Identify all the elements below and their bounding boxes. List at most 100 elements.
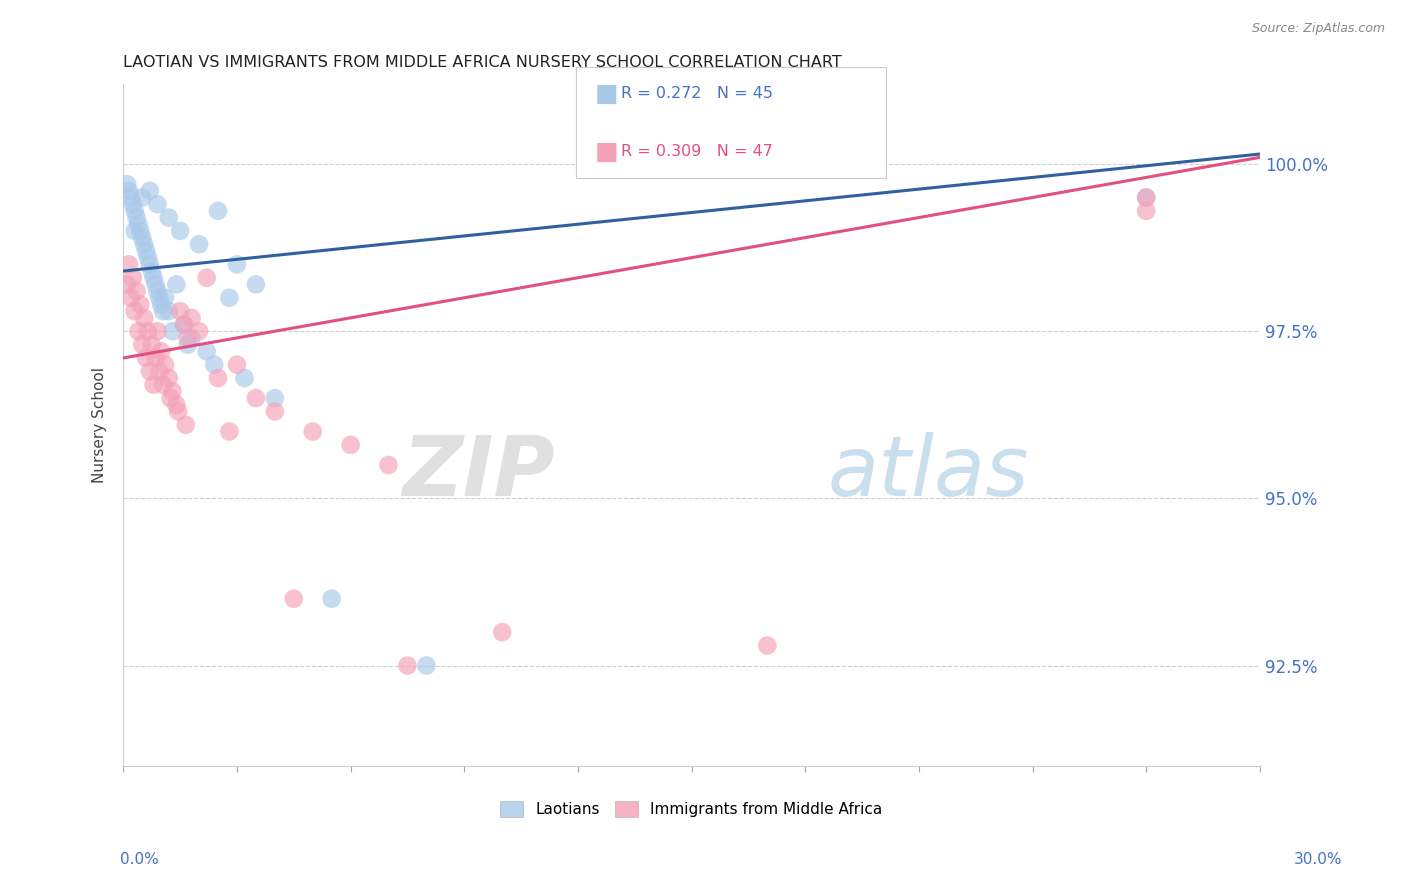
Point xyxy=(146,284,169,298)
Text: Source: ZipAtlas.com: Source: ZipAtlas.com xyxy=(1251,22,1385,36)
Point xyxy=(124,304,146,318)
Point xyxy=(415,658,437,673)
Point xyxy=(115,177,138,191)
Point xyxy=(134,310,156,325)
Text: R = 0.272   N = 45: R = 0.272 N = 45 xyxy=(621,87,773,101)
Point xyxy=(121,270,143,285)
Point xyxy=(263,391,285,405)
Point xyxy=(245,277,267,292)
Point xyxy=(135,244,157,258)
Point xyxy=(124,203,146,218)
Point xyxy=(131,190,153,204)
Point xyxy=(169,304,191,318)
Point xyxy=(180,331,202,345)
Text: ZIP: ZIP xyxy=(402,432,555,513)
Point xyxy=(153,291,176,305)
Point xyxy=(139,257,162,271)
Point xyxy=(207,371,229,385)
Point xyxy=(146,197,169,211)
Point xyxy=(207,203,229,218)
Point xyxy=(148,291,170,305)
Text: ■: ■ xyxy=(595,82,619,105)
Point xyxy=(127,217,149,231)
Point xyxy=(321,591,343,606)
Point xyxy=(141,337,163,351)
Point xyxy=(120,291,142,305)
Point xyxy=(491,625,513,640)
Point xyxy=(145,351,167,365)
Point xyxy=(148,364,170,378)
Point xyxy=(121,197,143,211)
Point xyxy=(134,237,156,252)
Point xyxy=(756,639,779,653)
Point xyxy=(226,257,249,271)
Point xyxy=(165,398,187,412)
Point xyxy=(141,264,163,278)
Point xyxy=(125,284,148,298)
Point xyxy=(124,224,146,238)
Point xyxy=(157,211,180,225)
Point xyxy=(150,297,173,311)
Point xyxy=(139,184,162,198)
Point xyxy=(136,324,159,338)
Point xyxy=(125,211,148,225)
Point xyxy=(263,404,285,418)
Point xyxy=(118,257,141,271)
Point xyxy=(1135,203,1157,218)
Point xyxy=(152,304,174,318)
Point xyxy=(131,230,153,244)
Text: atlas: atlas xyxy=(828,432,1029,513)
Point xyxy=(139,364,162,378)
Point xyxy=(129,224,152,238)
Point xyxy=(142,377,165,392)
Point xyxy=(142,270,165,285)
Point xyxy=(131,337,153,351)
Point xyxy=(195,344,218,359)
Point xyxy=(120,190,142,204)
Point xyxy=(152,377,174,392)
Point xyxy=(177,331,200,345)
Point xyxy=(1135,190,1157,204)
Point xyxy=(169,224,191,238)
Point xyxy=(136,251,159,265)
Point xyxy=(218,425,240,439)
Point xyxy=(157,304,180,318)
Point xyxy=(115,277,138,292)
Point xyxy=(233,371,256,385)
Point xyxy=(153,358,176,372)
Point xyxy=(165,277,187,292)
Point xyxy=(195,270,218,285)
Legend: Laotians, Immigrants from Middle Africa: Laotians, Immigrants from Middle Africa xyxy=(495,795,889,823)
Point xyxy=(146,324,169,338)
Point xyxy=(245,391,267,405)
Point xyxy=(135,351,157,365)
Point xyxy=(157,371,180,385)
Text: ■: ■ xyxy=(595,140,619,163)
Point xyxy=(118,184,141,198)
Point xyxy=(226,358,249,372)
Point xyxy=(339,438,361,452)
Point xyxy=(218,291,240,305)
Text: R = 0.309   N = 47: R = 0.309 N = 47 xyxy=(621,145,773,159)
Text: 0.0%: 0.0% xyxy=(120,852,159,867)
Point xyxy=(177,337,200,351)
Point xyxy=(188,324,211,338)
Point xyxy=(1135,190,1157,204)
Point xyxy=(129,297,152,311)
Point xyxy=(145,277,167,292)
Point xyxy=(173,318,195,332)
Point xyxy=(162,324,184,338)
Point xyxy=(127,324,149,338)
Point xyxy=(173,318,195,332)
Text: LAOTIAN VS IMMIGRANTS FROM MIDDLE AFRICA NURSERY SCHOOL CORRELATION CHART: LAOTIAN VS IMMIGRANTS FROM MIDDLE AFRICA… xyxy=(124,55,842,70)
Y-axis label: Nursery School: Nursery School xyxy=(93,367,107,483)
Point xyxy=(283,591,305,606)
Point xyxy=(188,237,211,252)
Point xyxy=(377,458,399,472)
Point xyxy=(159,391,181,405)
Text: 30.0%: 30.0% xyxy=(1295,852,1343,867)
Point xyxy=(150,344,173,359)
Point xyxy=(396,658,419,673)
Point xyxy=(301,425,323,439)
Point xyxy=(162,384,184,399)
